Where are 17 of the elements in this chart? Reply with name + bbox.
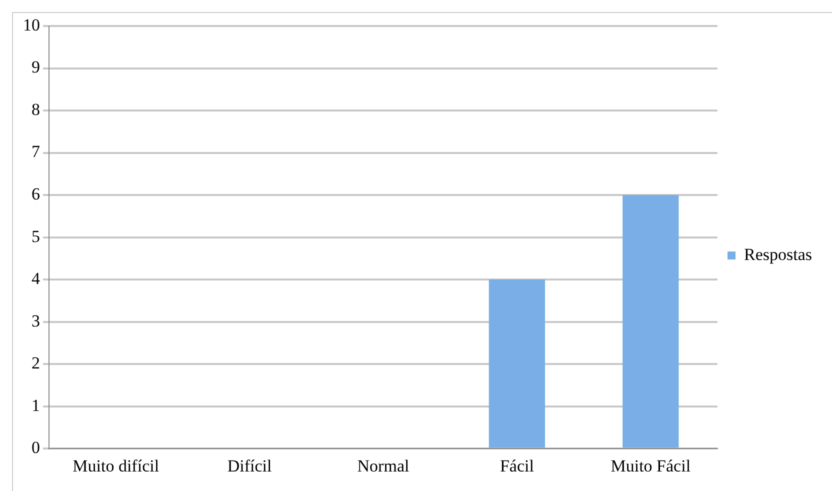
y-tick-label: 0 <box>32 438 40 458</box>
y-tick-label: 1 <box>32 396 40 415</box>
y-tick-label: 4 <box>32 269 40 288</box>
x-tick-label: Muito Fácil <box>610 456 691 476</box>
legend-label: Respostas <box>744 244 812 264</box>
y-tick-label: 7 <box>32 142 40 162</box>
y-tick-label: 3 <box>32 311 40 330</box>
x-tick-label: Muito difícil <box>72 456 160 476</box>
y-tick-label: 10 <box>23 15 40 34</box>
y-tick-label: 5 <box>32 226 40 246</box>
y-tick-label: 8 <box>32 100 40 119</box>
x-tick-label: Fácil <box>500 456 534 476</box>
y-tick-label: 6 <box>32 184 40 204</box>
x-tick-label: Difícil <box>227 456 272 476</box>
x-tick-label: Normal <box>357 456 410 476</box>
y-tick-label: 2 <box>32 354 40 373</box>
y-tick-label: 9 <box>32 58 40 77</box>
